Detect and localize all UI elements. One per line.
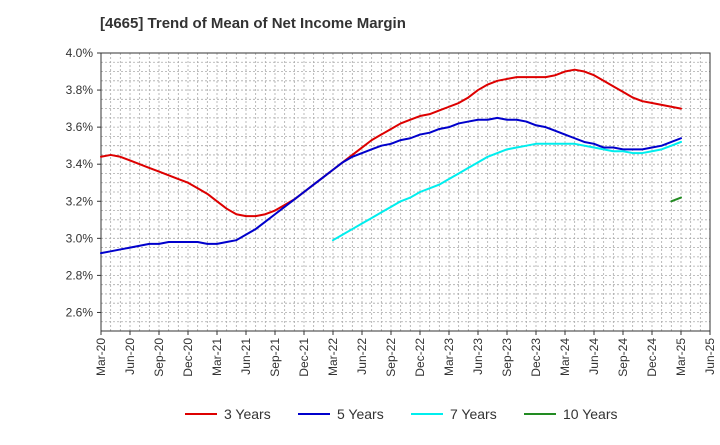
x-tick-label: Jun-25 <box>703 338 717 375</box>
x-tick-label: Dec-23 <box>529 338 543 377</box>
series-line <box>670 196 682 203</box>
x-tick-label: Mar-24 <box>558 338 572 376</box>
y-tick-label: 2.8% <box>66 268 94 282</box>
x-tick-label: Sep-23 <box>500 338 514 377</box>
x-tick-label: Mar-21 <box>210 338 224 376</box>
x-tick-label: Sep-22 <box>384 338 398 377</box>
x-tick-label: Jun-20 <box>123 338 137 375</box>
y-tick-label: 3.2% <box>66 194 94 208</box>
y-tick-label: 2.6% <box>66 305 94 319</box>
x-tick-label: Dec-24 <box>645 338 659 377</box>
x-tick-label: Mar-22 <box>326 338 340 376</box>
x-tick-label: Jun-21 <box>239 338 253 375</box>
x-tick-label: Mar-20 <box>94 338 108 376</box>
legend-label: 10 Years <box>563 406 618 422</box>
x-tick-label: Dec-21 <box>297 338 311 377</box>
x-tick-label: Jun-24 <box>587 338 601 375</box>
y-tick-label: 3.8% <box>66 83 94 97</box>
legend-label: 3 Years <box>224 406 271 422</box>
y-tick-label: 3.6% <box>66 120 94 134</box>
x-tick-label: Jun-22 <box>355 338 369 375</box>
series-line <box>100 116 682 255</box>
y-tick-label: 4.0% <box>66 46 94 60</box>
series-line <box>100 68 682 218</box>
x-tick-label: Sep-24 <box>616 338 630 377</box>
x-tick-label: Sep-21 <box>268 338 282 377</box>
x-tick-label: Jun-23 <box>471 338 485 375</box>
series-line <box>332 140 682 242</box>
x-tick-label: Dec-22 <box>413 338 427 377</box>
x-tick-label: Mar-23 <box>442 338 456 376</box>
x-tick-label: Sep-20 <box>152 338 166 377</box>
y-tick-label: 3.0% <box>66 231 94 245</box>
x-tick-label: Dec-20 <box>181 338 195 377</box>
chart-title: [4665] Trend of Mean of Net Income Margi… <box>100 15 406 32</box>
plot-border <box>100 52 711 332</box>
y-tick-label: 3.4% <box>66 157 94 171</box>
legend-label: 7 Years <box>450 406 497 422</box>
legend-label: 5 Years <box>337 406 384 422</box>
x-tick-label: Mar-25 <box>674 338 688 376</box>
